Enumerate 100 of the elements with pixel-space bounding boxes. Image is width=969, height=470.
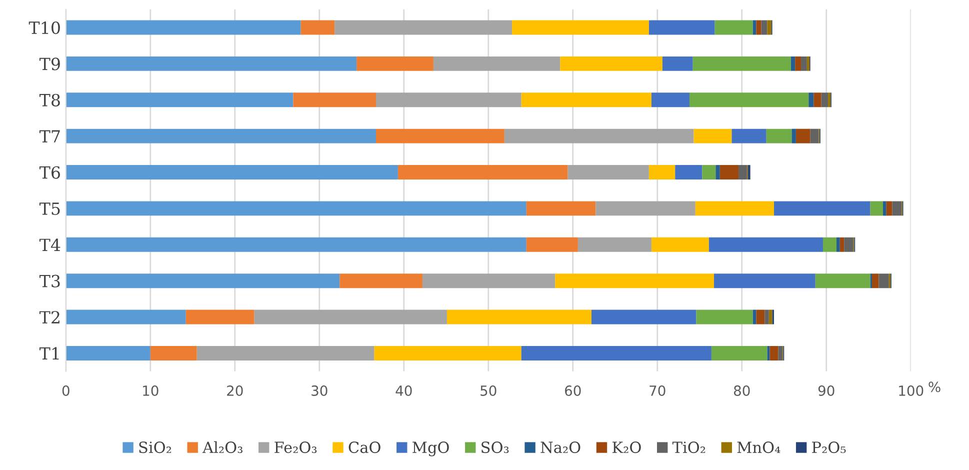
bar xyxy=(892,201,902,216)
y-tick-label: T3 xyxy=(39,274,60,288)
y-tick-label: T4 xyxy=(39,238,60,251)
bar xyxy=(767,20,772,35)
bar xyxy=(756,20,762,35)
y-tick-label: T2 xyxy=(39,310,60,324)
bar xyxy=(648,165,676,180)
bar xyxy=(828,92,831,108)
bar xyxy=(796,128,810,144)
bar xyxy=(66,346,150,360)
bar xyxy=(293,92,376,108)
bar xyxy=(714,20,753,35)
y-tick-label: T6 xyxy=(39,166,60,179)
bar xyxy=(821,92,828,108)
bar xyxy=(872,274,879,288)
bar xyxy=(422,274,556,288)
bar xyxy=(748,165,750,180)
bar xyxy=(778,346,782,360)
legend-label: K₂O xyxy=(612,442,641,454)
bar xyxy=(578,237,652,252)
bar xyxy=(810,128,819,144)
bar xyxy=(446,310,592,324)
x-tick-label: 10 xyxy=(143,385,158,396)
bar xyxy=(689,92,809,108)
bar xyxy=(732,128,766,144)
bar xyxy=(886,201,892,216)
bar xyxy=(756,310,765,324)
bar xyxy=(761,20,768,35)
bar xyxy=(815,274,870,288)
bar xyxy=(340,274,422,288)
bar xyxy=(764,310,769,324)
legend-label: Fe₂O₃ xyxy=(274,442,317,454)
bar xyxy=(774,201,870,216)
bar xyxy=(768,310,772,324)
legend-label: TiO₂ xyxy=(672,442,706,454)
bar xyxy=(648,20,715,35)
legend-label: CaO xyxy=(348,442,380,454)
bar xyxy=(694,128,732,144)
bar xyxy=(596,201,696,216)
x-tick-label: 0 xyxy=(62,385,70,396)
x-tick-label: 30 xyxy=(312,385,328,396)
x-tick-label: 40 xyxy=(396,385,412,396)
legend-label: P₂O₅ xyxy=(812,442,846,454)
y-tick-label: T5 xyxy=(39,202,60,216)
bar xyxy=(555,274,714,288)
bar xyxy=(808,92,814,108)
y-tick-label: T1 xyxy=(39,347,59,360)
bar xyxy=(844,237,854,252)
bar xyxy=(714,274,816,288)
bar xyxy=(767,346,770,360)
bar xyxy=(770,346,778,360)
bar xyxy=(66,237,526,252)
bar xyxy=(433,56,560,71)
y-tick-label: T10 xyxy=(28,21,60,34)
bar xyxy=(560,56,662,71)
bar xyxy=(806,56,810,71)
bar xyxy=(662,56,693,71)
bar xyxy=(66,310,186,324)
bar xyxy=(334,20,512,35)
bar xyxy=(300,20,335,35)
bar xyxy=(675,165,702,180)
bar xyxy=(790,56,796,71)
bar xyxy=(766,128,792,144)
bar xyxy=(836,237,840,252)
bar xyxy=(526,201,596,216)
bar xyxy=(696,310,753,324)
legend-label: Na₂O xyxy=(540,442,580,454)
bar xyxy=(695,201,774,216)
bar xyxy=(720,165,738,180)
bar xyxy=(254,310,447,324)
bar xyxy=(150,346,197,360)
bar xyxy=(795,56,802,71)
bar xyxy=(376,92,522,108)
bar xyxy=(792,128,796,144)
bar xyxy=(738,165,747,180)
bar xyxy=(822,237,837,252)
bar xyxy=(398,165,568,180)
bar xyxy=(651,237,709,252)
bar xyxy=(521,346,712,360)
bar xyxy=(692,56,791,71)
bar xyxy=(814,92,822,108)
bar xyxy=(568,165,649,180)
bar xyxy=(801,56,807,71)
y-tick-label: T7 xyxy=(39,130,60,142)
x-tick-label: 60 xyxy=(565,385,581,396)
bar xyxy=(374,346,522,360)
x-tick-label: 80 xyxy=(734,385,750,396)
bar xyxy=(66,20,301,35)
bar xyxy=(66,165,398,180)
bar xyxy=(66,201,526,216)
bar xyxy=(66,56,357,71)
bar xyxy=(882,201,886,216)
bar xyxy=(186,310,254,324)
legend-label: Al₂O₃ xyxy=(202,441,242,454)
bar xyxy=(878,274,889,288)
x-tick-label: 90 xyxy=(818,385,834,396)
x-tick-label: 70 xyxy=(650,385,666,396)
legend-label: MnO₄ xyxy=(737,442,780,454)
bar xyxy=(708,237,823,252)
y-tick-label: T8 xyxy=(39,94,60,106)
